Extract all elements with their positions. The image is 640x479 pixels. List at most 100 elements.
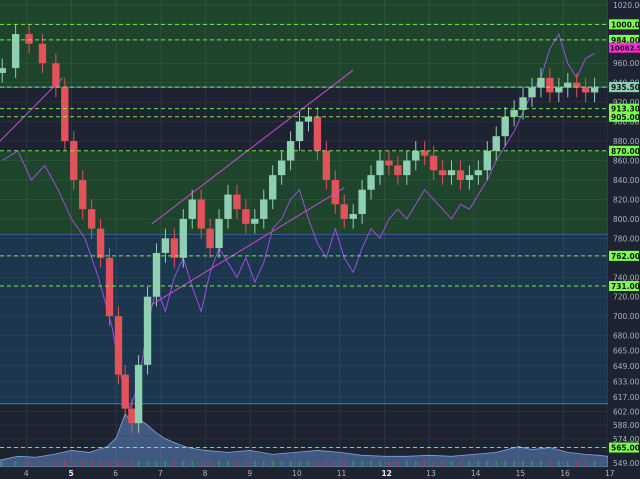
time-tick-label-8: 12 [381, 469, 391, 478]
zone-2 [0, 234, 608, 404]
candle-body-0 [0, 68, 6, 73]
price-tick-label-3: 960.00 [613, 59, 639, 68]
drawings-layer [0, 69, 354, 305]
candle-body-38 [349, 214, 357, 219]
price-tick-label-17: 680.00 [613, 332, 639, 341]
price-tick-label-6: 900.00 [613, 118, 639, 127]
candle-body-10 [105, 257, 114, 317]
level-tag-4: 905.00 [611, 113, 640, 122]
time-tick-label-4: 8 [203, 469, 208, 478]
volume-area [0, 412, 609, 468]
level-tag-1: 984.00 [611, 36, 640, 45]
candle-body-48 [438, 170, 447, 176]
candle-body-54 [492, 136, 500, 151]
candle-body-41 [376, 160, 384, 176]
candle-body-12 [121, 374, 129, 409]
price-tick-label-26: 549.00 [613, 459, 639, 468]
price-axis-bg [608, 0, 640, 479]
candle-body-24 [224, 194, 232, 219]
candle-body-40 [367, 175, 375, 190]
candle-body-50 [456, 170, 465, 180]
level-tag-8-bg [609, 442, 639, 453]
price-tick-label-22: 602.00 [613, 408, 639, 417]
candle-body-30 [277, 160, 286, 176]
levels-layer [0, 23, 608, 449]
price-axis[interactable]: 1020.001000.00984.00960.00940.00920.0090… [608, 0, 640, 479]
candle-body-17 [161, 238, 170, 253]
price-tick-label-7: 880.00 [613, 137, 639, 146]
overlay-layer [1, 32, 595, 411]
candle-body-62 [564, 82, 572, 88]
zone-1 [0, 150, 608, 235]
time-tick-label-10: 14 [471, 469, 481, 478]
candle-body-45 [412, 150, 420, 161]
candle-body-53 [483, 150, 491, 171]
candle-body-57 [519, 97, 527, 110]
candle-body-51 [465, 175, 474, 180]
price-tick-label-21: 617.00 [613, 393, 639, 402]
volume-layer [0, 412, 609, 468]
candle-body-47 [429, 155, 438, 171]
zone-0 [0, 0, 608, 88]
candle-body-9 [96, 228, 105, 258]
overlay-tag: 10062.99 [610, 45, 640, 53]
price-tick-label-23: 588.00 [613, 421, 639, 430]
candle-body-55 [501, 116, 509, 137]
candle-body-6 [70, 141, 78, 180]
candle-body-19 [179, 218, 187, 258]
price-tick-label-20: 633.00 [613, 377, 639, 386]
level-tag-5: 870.00 [611, 147, 640, 156]
candle-body-58 [528, 87, 536, 98]
candle-body-33 [304, 116, 313, 122]
candle-body-52 [474, 170, 483, 176]
candle-body-64 [581, 87, 590, 93]
candle-body-28 [260, 199, 268, 219]
candle-body-2 [25, 34, 33, 44]
price-tick-label-19: 649.00 [613, 362, 639, 371]
candle-body-8 [87, 209, 96, 229]
candle-body-11 [114, 316, 123, 375]
candle-body-44 [403, 160, 411, 176]
current-price-tag-bg [609, 82, 639, 93]
level-tag-5-bg [609, 145, 639, 156]
candle-body-65 [590, 87, 599, 93]
candle-body-25 [233, 194, 241, 210]
level-tag-0: 1000.00 [611, 20, 640, 29]
candle-body-61 [555, 87, 563, 93]
price-tick-label-8: 860.00 [613, 157, 639, 166]
candle-body-21 [197, 199, 205, 229]
channel-upper-line [151, 69, 354, 225]
candle-body-27 [251, 218, 259, 224]
trend-line [0, 77, 63, 142]
candle-body-29 [269, 175, 277, 200]
candle-body-4 [52, 63, 60, 88]
channel-lower-line [151, 187, 345, 305]
candle-body-22 [206, 228, 214, 249]
time-tick-label-12: 16 [560, 469, 570, 478]
candle-body-59 [537, 77, 545, 88]
candle-body-16 [152, 252, 161, 297]
candle-body-35 [322, 150, 331, 180]
time-tick-label-2: 6 [113, 469, 118, 478]
price-tick-label-10: 820.00 [613, 195, 639, 204]
current-price-tag: 935.50 [611, 83, 640, 92]
level-tag-4-bg [609, 111, 639, 122]
price-tick-label-5: 920.00 [613, 98, 639, 107]
candle-body-49 [447, 170, 456, 176]
candle-body-18 [170, 238, 179, 258]
time-axis[interactable]: 4 5 6 7 8 9 10 11 12 13 14 15 16 17 [0, 467, 640, 479]
price-tick-label-24: 574.00 [613, 435, 639, 444]
time-tick-label-3: 7 [158, 469, 163, 478]
level-tag-7: 731.00 [611, 282, 640, 291]
candle-body-39 [358, 189, 366, 215]
time-tick-label-0: 4 [24, 469, 29, 478]
zones-layer [0, 0, 608, 405]
time-axis-bg [0, 467, 640, 479]
candle-body-13 [128, 408, 136, 424]
candle-body-56 [510, 109, 518, 117]
candle-body-26 [242, 209, 250, 224]
time-tick-label-6: 10 [292, 469, 302, 478]
candle-body-34 [313, 116, 322, 151]
level-tag-3: 913.30 [611, 105, 640, 114]
